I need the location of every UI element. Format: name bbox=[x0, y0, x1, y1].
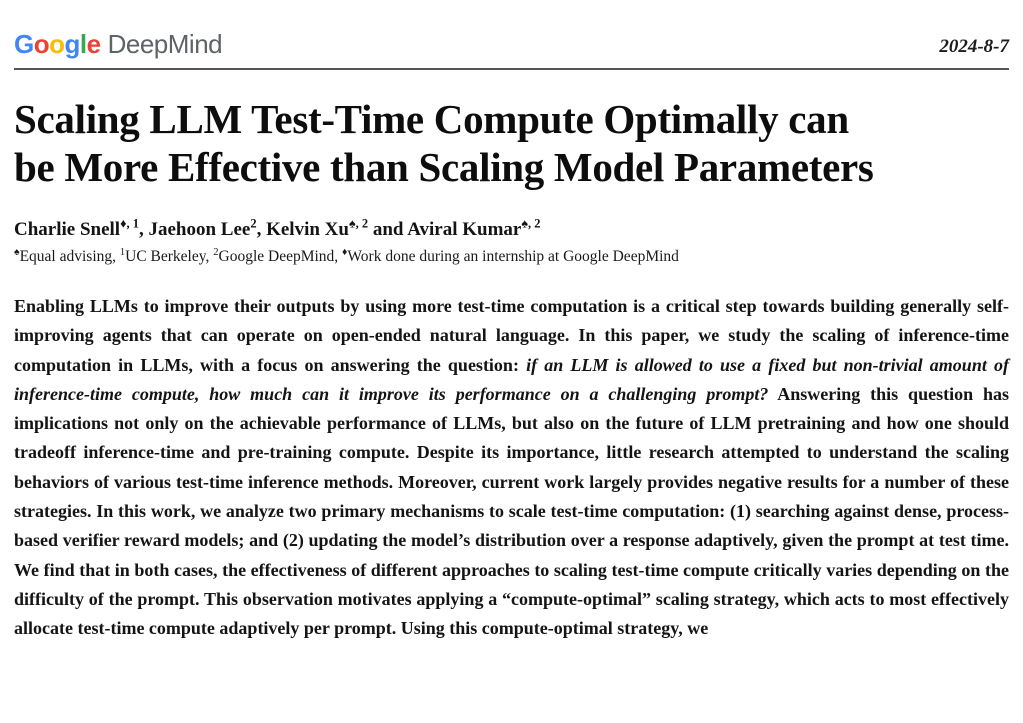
paper-page: Google DeepMind 2024-8-7 Scaling LLM Test… bbox=[14, 0, 1009, 644]
header-divider bbox=[14, 68, 1009, 70]
author-affiliation-mark: ♦, 1 bbox=[120, 216, 139, 231]
abstract-italic-segment: if an LLM is allowed to use a fixed but … bbox=[14, 354, 1009, 404]
author-name: Kelvin Xu bbox=[266, 218, 349, 240]
abstract-paragraph: Enabling LLMs to improve their outputs b… bbox=[14, 292, 1009, 644]
author-line: Charlie Snell♦, 1, Jaehoon Lee2, Kelvin … bbox=[14, 216, 541, 240]
google-letter: o bbox=[49, 29, 65, 59]
google-letter: l bbox=[79, 29, 87, 59]
google-letter: o bbox=[33, 29, 50, 59]
affiliation-mark: ♠ bbox=[14, 246, 20, 258]
affiliation-line: ♠Equal advising, 1UC Berkeley, 2Google D… bbox=[14, 246, 1009, 266]
google-letter: G bbox=[14, 29, 34, 59]
deepmind-logo-text: DeepMind bbox=[107, 29, 223, 59]
google-letter: g bbox=[64, 29, 81, 59]
author-name: Charlie Snell bbox=[14, 218, 121, 240]
affiliation-text: UC Berkeley, bbox=[125, 247, 214, 265]
affiliation-text: Google DeepMind, bbox=[218, 247, 343, 265]
title-line-2: be More Effective than Scaling Model Par… bbox=[14, 143, 874, 190]
author-affiliation-mark: ♠, 2 bbox=[348, 216, 369, 231]
abstract-text-segment: Enabling LLMs to improve their outputs b… bbox=[14, 295, 1009, 375]
affiliation-mark: ♦ bbox=[342, 246, 348, 258]
affiliation-mark: 1 bbox=[119, 246, 126, 258]
author-name: Aviral Kumar bbox=[407, 218, 522, 240]
google-deepmind-logo: Google DeepMind bbox=[14, 29, 223, 60]
affiliation-text: Work done during an internship at Google… bbox=[347, 247, 679, 265]
title-line-1: Scaling LLM Test-Time Compute Optimally … bbox=[14, 96, 849, 142]
abstract-text-segment: Answering this question has implications… bbox=[14, 383, 1009, 639]
author-affiliation-mark: ♠, 2 bbox=[521, 216, 541, 231]
author-affiliation-mark: 2 bbox=[250, 216, 257, 231]
paper-date: 2024-8-7 bbox=[939, 36, 1009, 57]
paper-header: Google DeepMind 2024-8-7 bbox=[14, 0, 1009, 60]
affiliation-mark: 2 bbox=[213, 246, 219, 258]
author-name: Jaehoon Lee bbox=[148, 218, 251, 240]
paper-title: Scaling LLM Test-Time Compute Optimally … bbox=[14, 96, 1009, 192]
google-logo: Google bbox=[14, 29, 101, 60]
affiliation-text: Equal advising, bbox=[19, 247, 120, 265]
google-letter: e bbox=[86, 29, 101, 59]
